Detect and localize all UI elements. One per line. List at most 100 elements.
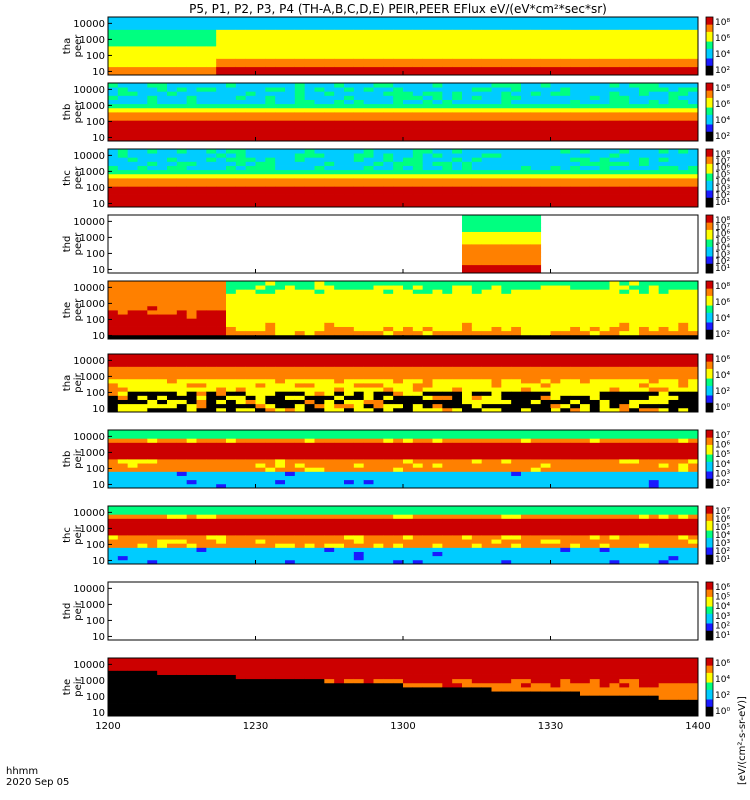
heatmap-cell — [462, 194, 473, 200]
heatmap-cell — [265, 58, 276, 63]
heatmap-cell — [688, 95, 699, 100]
heatmap-cell — [521, 54, 532, 59]
heatmap-cell — [294, 378, 306, 384]
heatmap-cell — [412, 33, 424, 39]
heatmap-cell — [117, 107, 129, 113]
heatmap-cell — [668, 91, 679, 96]
heatmap-cell — [226, 430, 237, 435]
heatmap-cell — [422, 87, 433, 92]
heatmap-cell — [452, 103, 463, 109]
heatmap-cell — [530, 95, 542, 100]
heatmap-cell — [521, 120, 532, 125]
heatmap-cell — [452, 161, 463, 166]
heatmap-cell — [363, 107, 374, 113]
heatmap-cell — [127, 190, 138, 195]
heatmap-cell — [324, 318, 335, 323]
heatmap-cell — [521, 112, 532, 117]
heatmap-cell — [108, 149, 119, 154]
heatmap-cell — [648, 95, 660, 100]
heatmap-cell — [501, 50, 512, 55]
heatmap-cell — [481, 297, 492, 303]
heatmap-cell — [344, 301, 355, 307]
heatmap-cell — [167, 29, 178, 34]
heatmap-cell — [471, 132, 483, 138]
heatmap-cell — [511, 403, 522, 409]
heatmap-cell — [304, 202, 315, 208]
heatmap-cell — [521, 260, 532, 266]
heatmap-cell — [432, 132, 443, 138]
heatmap-cell — [403, 116, 414, 121]
heatmap-cell — [412, 301, 424, 307]
heatmap-cell — [481, 87, 492, 92]
heatmap-cell — [678, 107, 689, 113]
heatmap-cell — [108, 399, 119, 405]
heatmap-cell — [521, 107, 532, 113]
heatmap-cell — [639, 173, 650, 179]
heatmap-cell — [422, 107, 433, 113]
heatmap-cell — [462, 54, 473, 59]
heatmap-cell — [285, 370, 296, 376]
heatmap-cell — [117, 285, 129, 290]
heatmap-cell — [452, 202, 463, 208]
heatmap-cell — [560, 149, 571, 154]
heatmap-cell — [422, 83, 433, 88]
colorbar-step — [706, 85, 713, 89]
heatmap-cell — [589, 107, 601, 113]
heatmap-cell — [167, 149, 178, 154]
heatmap-cell — [137, 120, 148, 125]
heatmap-cell — [412, 407, 424, 413]
heatmap-cell — [255, 116, 266, 121]
heatmap-cell — [521, 182, 532, 187]
heatmap-cell — [324, 395, 335, 400]
heatmap-cell — [521, 161, 532, 166]
heatmap-cell — [255, 483, 266, 489]
heatmap-cell — [481, 244, 492, 249]
heatmap-cell — [540, 403, 551, 409]
heatmap-cell — [422, 91, 433, 96]
heatmap-cell — [216, 178, 227, 183]
heatmap-cell — [383, 157, 394, 162]
heatmap-cell — [108, 25, 119, 30]
heatmap-cell — [629, 403, 640, 409]
heatmap-cell — [570, 33, 581, 39]
heatmap-cell — [668, 136, 679, 142]
heatmap-cell — [491, 358, 502, 363]
heatmap-cell — [334, 70, 345, 76]
heatmap-cell — [580, 33, 591, 39]
heatmap-cell — [206, 370, 217, 376]
heatmap-cell — [511, 66, 522, 72]
heatmap-cell — [432, 293, 443, 298]
heatmap-cell — [186, 46, 197, 51]
heatmap-cell — [383, 305, 394, 311]
heatmap-cell — [304, 378, 315, 384]
heatmap-cell — [304, 362, 315, 367]
heatmap-cell — [324, 128, 335, 134]
heatmap-cell — [147, 403, 158, 409]
heatmap-cell — [678, 281, 689, 286]
heatmap-cell — [471, 297, 483, 303]
heatmap-cell — [550, 297, 561, 303]
heatmap-cell — [235, 46, 247, 51]
heatmap-cell — [570, 165, 581, 171]
heatmap-cell — [196, 395, 207, 400]
heatmap-cell — [127, 370, 138, 376]
colorbar-step — [706, 215, 713, 218]
heatmap-cell — [108, 128, 119, 134]
heatmap-cell — [206, 132, 217, 138]
heatmap-cell — [403, 50, 414, 55]
heatmap-cell — [245, 87, 256, 92]
heatmap-cell — [452, 281, 463, 286]
heatmap-cell — [294, 407, 306, 413]
heatmap-cell — [147, 190, 158, 195]
heatmap-cell — [432, 112, 443, 117]
heatmap-cell — [442, 281, 453, 286]
heatmap-cell — [226, 450, 237, 456]
heatmap-cell — [108, 297, 119, 303]
heatmap-cell — [540, 198, 551, 204]
heatmap-cell — [147, 314, 158, 319]
heatmap-cell — [304, 322, 315, 327]
heatmap-cell — [658, 182, 669, 187]
heatmap-cell — [609, 136, 620, 142]
heatmap-cell — [393, 173, 404, 179]
heatmap-cell — [412, 25, 424, 30]
